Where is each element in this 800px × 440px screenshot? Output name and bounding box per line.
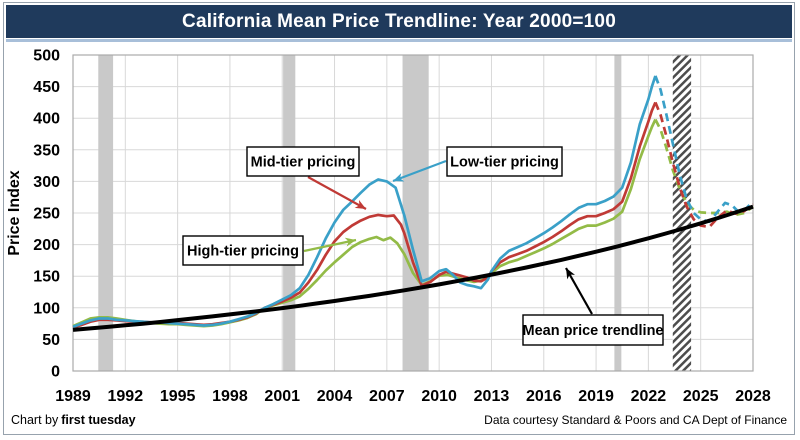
chart-frame: California Mean Price Trendline: Year 20…	[3, 2, 795, 435]
chart-credit: Chart by first tuesday	[11, 413, 136, 427]
data-courtesy: Data courtesy Standard & Poors and CA De…	[484, 413, 787, 427]
credit-brand: first tuesday	[61, 413, 136, 427]
page-title: California Mean Price Trendline: Year 20…	[182, 10, 616, 32]
credit-prefix: Chart by	[11, 413, 59, 427]
title-underline	[6, 39, 792, 42]
title-bar: California Mean Price Trendline: Year 20…	[6, 5, 792, 38]
